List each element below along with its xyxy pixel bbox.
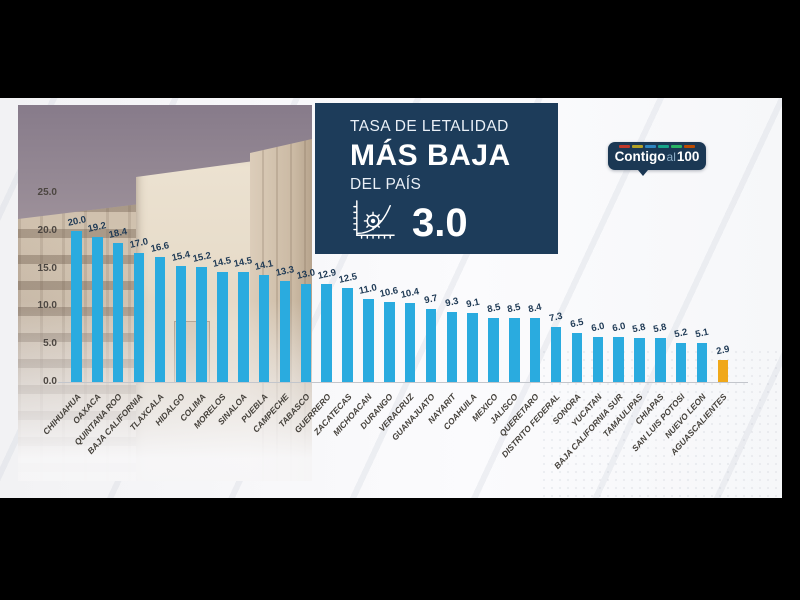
bar-puebla (258, 275, 270, 382)
logo-word-contigo: Contigo (614, 149, 666, 164)
logo-dash-2 (645, 145, 656, 148)
logo-dash-3 (658, 145, 669, 148)
logo-dash-1 (632, 145, 643, 148)
bar-tamaulipas (634, 338, 645, 382)
bar-queretaro (529, 318, 541, 382)
bar-guanajuato (425, 308, 437, 382)
bar-hidalgo (175, 265, 186, 382)
bar-nayarit (446, 311, 458, 382)
bar-distrito-federal (550, 326, 562, 382)
bar-colima (196, 267, 207, 382)
bar-zacatecas (342, 287, 353, 382)
bar-chart: 25.0 20.0 15.0 10.0 5.0 0.0 20.0 CHIHUAHUA 19.2 O… (0, 98, 782, 498)
bar-veracruz (404, 303, 416, 382)
bar-campeche (279, 281, 291, 382)
headline-line3: DEL PAÍS (350, 176, 422, 193)
bar-tabasco (300, 283, 312, 382)
headline-value: 3.0 (412, 200, 468, 245)
headline-line1: TASA DE LETALIDAD (350, 118, 509, 135)
bar-yucatan (592, 336, 603, 382)
bar-san-luis-potosi (675, 342, 687, 382)
logo-dash-5 (684, 145, 695, 148)
bar-mexico (488, 317, 499, 382)
virus-growth-chart-icon (350, 199, 398, 246)
bar-durango (384, 301, 395, 382)
bar-jalisco (509, 317, 520, 382)
bar-oaxaca (92, 236, 103, 382)
logo-speech-tail (638, 170, 648, 176)
x-axis-line (58, 382, 748, 383)
slide-content-area: TASA DE LETALIDAD MÁS BAJA DEL PAÍS 3.0 … (0, 98, 782, 498)
logo-color-dashes (619, 145, 695, 148)
bar-quintana-roo (112, 242, 124, 382)
logo-word-al: al (666, 150, 676, 164)
y-axis-tick-15: 15.0 (37, 262, 57, 274)
y-axis-tick-5: 5.0 (43, 338, 57, 350)
value-label-aguascalientes: 2.9 (715, 343, 731, 358)
bar-coahuila (467, 313, 478, 382)
logo-word-100: 100 (676, 149, 700, 164)
bar-chiapas (655, 338, 666, 382)
bar-baja-california (133, 253, 145, 382)
y-axis-tick-25: 25.0 (37, 187, 57, 198)
logo-dash-4 (671, 145, 682, 148)
bar-michoacan (363, 298, 374, 382)
bar-tlaxcala (154, 256, 166, 382)
bar-baja-california-sur (613, 336, 624, 382)
y-axis-tick-0: 0.0 (43, 376, 57, 387)
y-axis-tick-20: 20.0 (37, 224, 57, 236)
bar-aguascalientes (717, 360, 729, 382)
headline-panel: TASA DE LETALIDAD MÁS BAJA DEL PAÍS 3.0 (315, 103, 558, 254)
bar-guerrero (321, 284, 332, 382)
headline-line2: MÁS BAJA (350, 139, 511, 172)
bar-sinaloa (238, 272, 249, 382)
bar-sonora (571, 332, 583, 382)
bar-chihuahua (71, 230, 82, 382)
contigo-al-100-logo: Contigo al 100 (608, 142, 706, 176)
y-axis-tick-10: 10.0 (37, 300, 57, 312)
bar-morelos (217, 272, 228, 382)
logo-dash-0 (619, 145, 630, 148)
bar-nuevo-leon (696, 343, 708, 382)
